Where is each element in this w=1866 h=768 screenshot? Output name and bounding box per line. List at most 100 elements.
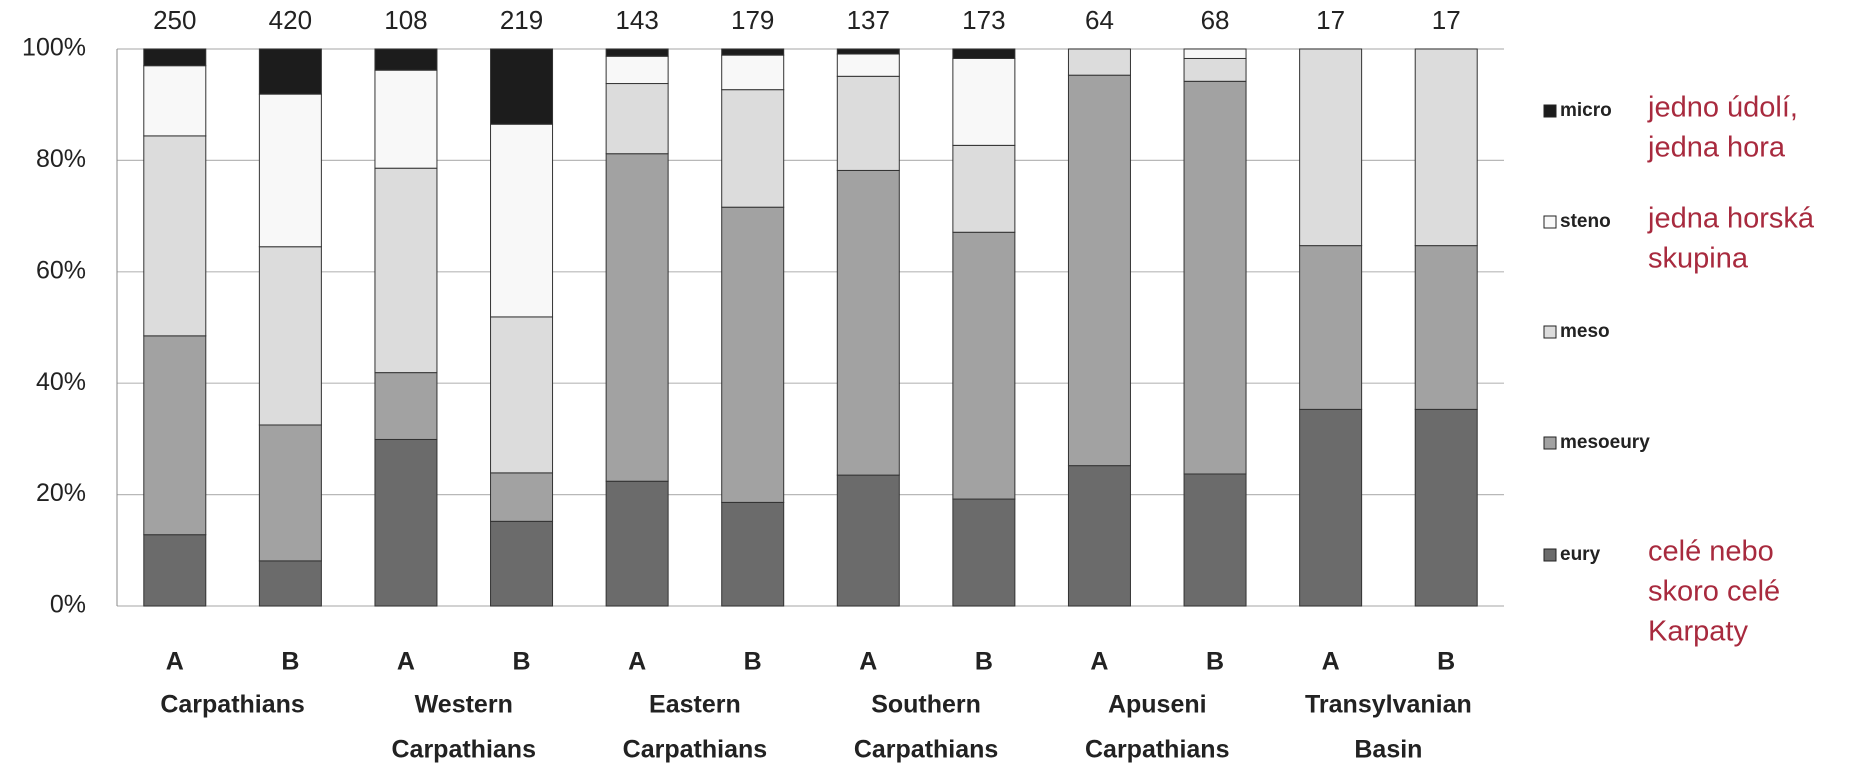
bar-segment [143, 65, 207, 137]
group-label: Transylvanian [1305, 691, 1472, 719]
bar-segment [490, 48, 554, 125]
count-label: 17 [1432, 5, 1461, 35]
bar-segment [143, 534, 207, 607]
bar-segment [258, 93, 322, 248]
group-label: Carpathians [1085, 736, 1229, 764]
x-tick-label: A [628, 648, 646, 676]
x-tick-label: B [1437, 648, 1455, 676]
group-label: Carpathians [160, 691, 304, 719]
bar-segment [605, 153, 669, 482]
count-label: 143 [615, 5, 658, 35]
y-tick-label: 100% [22, 34, 86, 62]
count-label: 17 [1316, 5, 1345, 35]
legend-swatch [1543, 548, 1557, 562]
bar-segment [605, 48, 669, 57]
legend-note: jedna horská [1647, 203, 1815, 235]
legend-swatch [1543, 215, 1557, 229]
legend-label: micro [1560, 100, 1612, 121]
count-label: 420 [269, 5, 312, 35]
bar-segment [1299, 48, 1363, 247]
legend-label: steno [1560, 211, 1611, 232]
count-label: 250 [153, 5, 196, 35]
legend-swatch [1543, 104, 1557, 118]
legend-note: skoro celé [1648, 576, 1780, 608]
group-label: Carpathians [623, 736, 767, 764]
group-label: Apuseni [1108, 691, 1207, 719]
bar-segment [1067, 465, 1131, 607]
bar-segment [374, 438, 438, 607]
legend-label: meso [1560, 321, 1610, 342]
bar-segment [836, 53, 900, 77]
group-label: Basin [1354, 736, 1422, 764]
bar-segment [143, 48, 207, 67]
x-tick-label: B [513, 648, 531, 676]
x-tick-label: B [744, 648, 762, 676]
group-label: Western [415, 691, 513, 719]
y-tick-label: 40% [36, 368, 86, 396]
legend-note: Karpaty [1648, 616, 1748, 648]
bar-segment [490, 316, 554, 474]
bar-segment [952, 57, 1016, 146]
bar-segment [1067, 74, 1131, 467]
bar-segment [721, 206, 785, 503]
bar-segment [952, 498, 1016, 607]
bar-segment [1183, 473, 1247, 607]
bar-segment [1183, 57, 1247, 82]
bar-segment [1183, 80, 1247, 475]
legend-note: celé nebo [1648, 536, 1774, 568]
bar-segment [258, 560, 322, 607]
bar-segment [374, 69, 438, 169]
bar-segment [605, 480, 669, 607]
x-tick-label: B [975, 648, 993, 676]
bar-segment [721, 89, 785, 208]
bar-segment [490, 520, 554, 607]
legend-note: skupina [1648, 243, 1749, 275]
bar-segment [721, 501, 785, 607]
group-label: Carpathians [392, 736, 536, 764]
bar-segment [1067, 48, 1131, 76]
x-tick-label: A [397, 648, 415, 676]
bar-segment [258, 246, 322, 426]
legend-swatch [1543, 436, 1557, 450]
bar-segment [490, 472, 554, 522]
bar-segment [374, 48, 438, 71]
bar-segment [258, 48, 322, 95]
legend-label: mesoeury [1560, 432, 1650, 453]
count-label: 219 [500, 5, 543, 35]
bar-segment [952, 231, 1016, 500]
y-tick-label: 20% [36, 479, 86, 507]
bar-segment [836, 474, 900, 607]
legend-label: eury [1560, 544, 1601, 565]
bar-segment [721, 54, 785, 91]
bar-segment [1299, 408, 1363, 607]
bar-segment [258, 424, 322, 562]
count-label: 137 [847, 5, 890, 35]
bar-segment [143, 135, 207, 337]
count-label: 173 [962, 5, 1005, 35]
group-label: Eastern [649, 691, 741, 719]
bar-segment [605, 83, 669, 155]
count-label: 64 [1085, 5, 1114, 35]
x-tick-label: A [859, 648, 877, 676]
bar-segment [721, 48, 785, 56]
y-tick-label: 60% [36, 256, 86, 284]
x-tick-label: B [1206, 648, 1224, 676]
bar-segment [374, 372, 438, 440]
x-tick-label: A [1090, 648, 1108, 676]
bar-segment [952, 144, 1016, 233]
bar-segment [836, 169, 900, 476]
count-label: 68 [1201, 5, 1230, 35]
bar-segment [1414, 48, 1478, 247]
x-tick-label: A [1322, 648, 1340, 676]
count-label: 179 [731, 5, 774, 35]
bar-segment [836, 75, 900, 171]
x-tick-label: A [166, 648, 184, 676]
group-label: Southern [871, 691, 981, 719]
bar-segment [836, 48, 900, 55]
y-tick-label: 0% [50, 591, 86, 619]
bar-segment [490, 123, 554, 318]
bar-segment [1183, 48, 1247, 59]
legend-swatch [1543, 325, 1557, 339]
y-tick-label: 80% [36, 145, 86, 173]
